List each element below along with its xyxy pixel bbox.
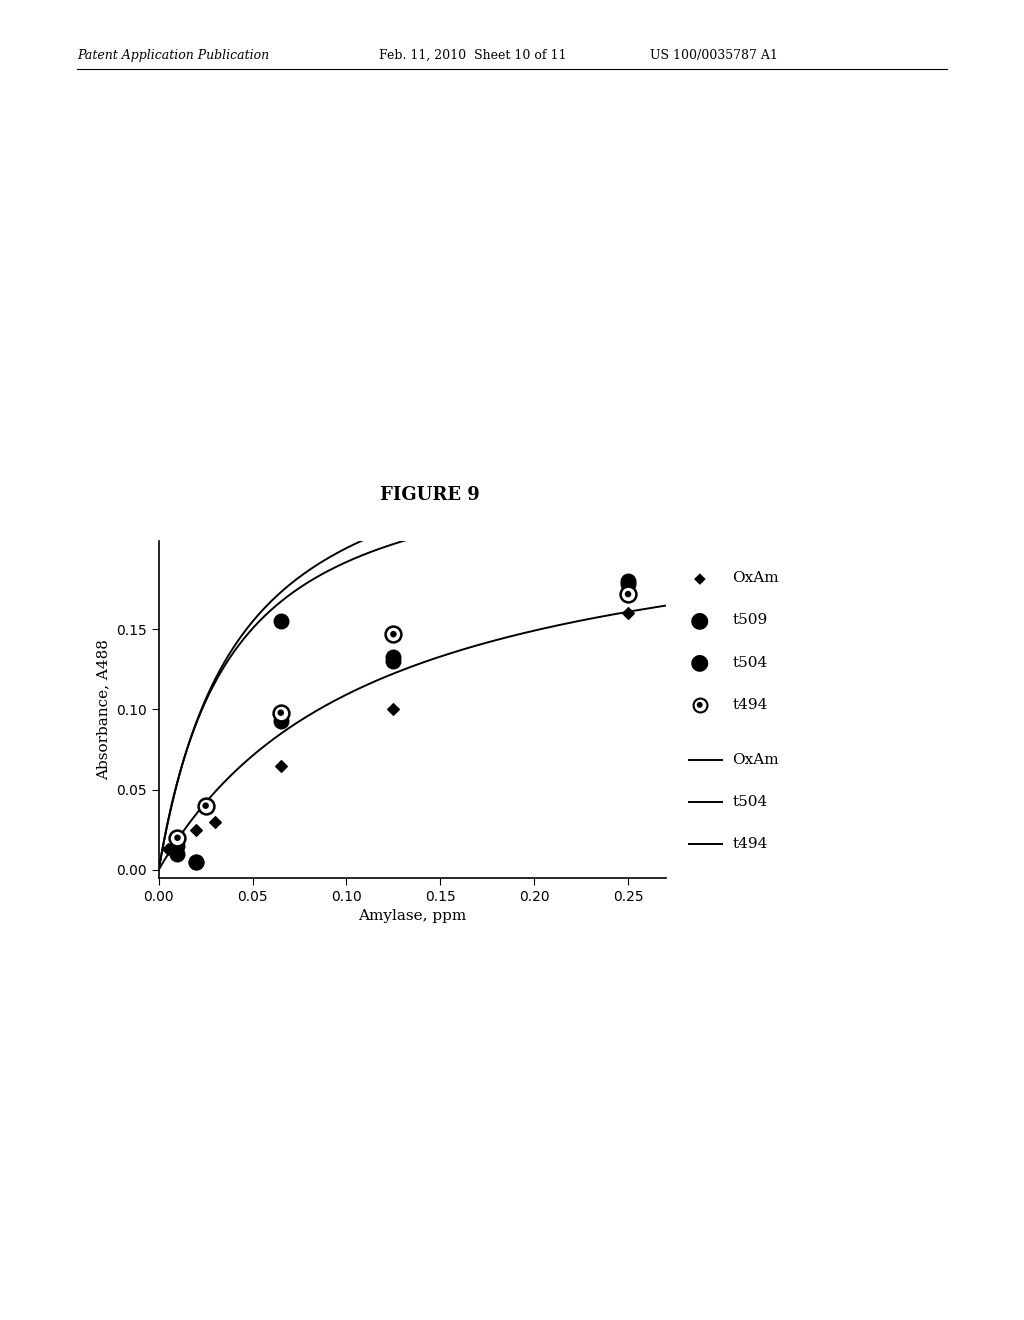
Text: OxAm: OxAm xyxy=(732,752,779,767)
Text: t504: t504 xyxy=(732,795,767,809)
Text: OxAm: OxAm xyxy=(732,572,779,585)
Point xyxy=(620,583,636,605)
Point xyxy=(160,838,176,859)
Y-axis label: Absorbance, A488: Absorbance, A488 xyxy=(96,639,111,780)
Point xyxy=(169,828,185,849)
Point xyxy=(620,574,636,595)
Text: t494: t494 xyxy=(732,698,768,711)
Text: ●: ● xyxy=(690,652,709,673)
Point xyxy=(169,828,185,849)
Point xyxy=(385,651,401,672)
Text: t509: t509 xyxy=(732,614,767,627)
Point xyxy=(620,583,636,605)
Point xyxy=(691,694,708,715)
Text: Patent Application Publication: Patent Application Publication xyxy=(77,49,269,62)
Point xyxy=(272,702,289,723)
Text: t504: t504 xyxy=(732,656,767,669)
Point xyxy=(198,795,214,816)
Text: ●: ● xyxy=(690,610,709,631)
Point xyxy=(272,755,289,776)
Point xyxy=(272,611,289,632)
Point xyxy=(198,795,214,816)
Text: ◆: ◆ xyxy=(693,570,706,586)
Text: US 100/0035787 A1: US 100/0035787 A1 xyxy=(650,49,778,62)
Point xyxy=(385,623,401,644)
Point xyxy=(691,694,708,715)
Point xyxy=(385,623,401,644)
Text: t494: t494 xyxy=(732,837,768,851)
Point xyxy=(272,702,289,723)
Point xyxy=(169,834,185,855)
Point xyxy=(207,810,223,832)
X-axis label: Amylase, ppm: Amylase, ppm xyxy=(358,909,466,923)
Point xyxy=(272,710,289,731)
Point xyxy=(620,603,636,624)
Text: FIGURE 9: FIGURE 9 xyxy=(380,486,480,504)
Point xyxy=(188,820,205,841)
Point xyxy=(385,698,401,719)
Point xyxy=(188,851,205,873)
Point xyxy=(188,851,205,873)
Point xyxy=(169,836,185,857)
Point xyxy=(620,570,636,591)
Point xyxy=(385,645,401,667)
Text: Feb. 11, 2010  Sheet 10 of 11: Feb. 11, 2010 Sheet 10 of 11 xyxy=(379,49,566,62)
Point xyxy=(169,843,185,865)
